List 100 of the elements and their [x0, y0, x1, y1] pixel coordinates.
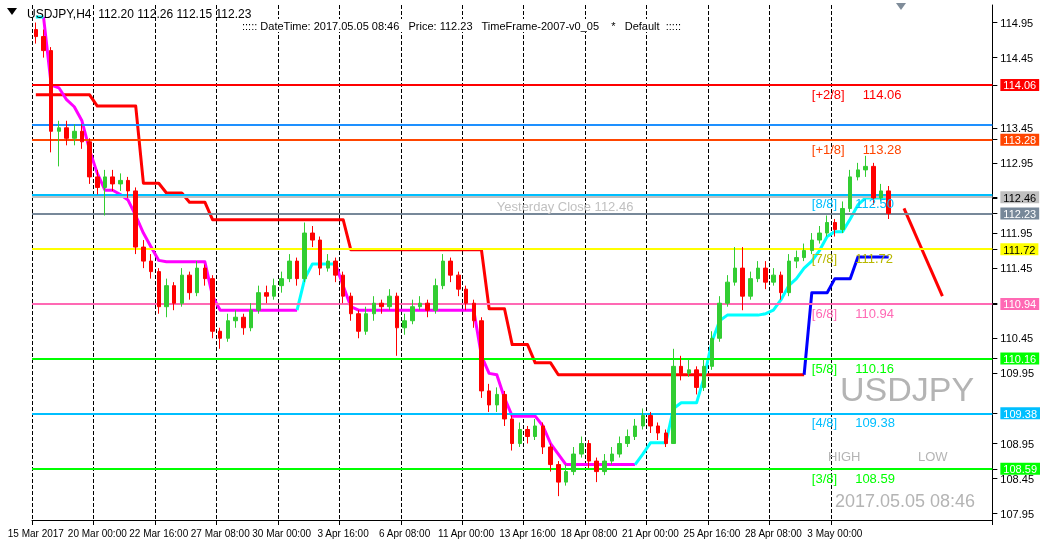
y-tick-label: 114.95: [1000, 16, 1034, 29]
x-tick-label: 11 Apr 00:00: [438, 527, 495, 539]
x-tick-label: 22 Mar 16:00: [129, 527, 189, 539]
candlestick: [594, 457, 599, 483]
candlestick: [418, 295, 422, 311]
candlestick: [587, 439, 591, 469]
candlestick: [103, 169, 107, 216]
candlestick: [249, 302, 253, 332]
candlestick: [433, 278, 438, 315]
x-tick-label: 27 Mar 08:00: [190, 527, 251, 539]
y-tick-label: 108.59: [1003, 463, 1038, 476]
candlestick: [395, 292, 399, 357]
candlestick: [302, 222, 307, 283]
y-tick-label: 111.45: [1000, 262, 1033, 275]
candlestick: [548, 443, 553, 473]
candlestick: [448, 257, 453, 283]
y-tick-label: 109.95: [1000, 367, 1035, 380]
candlestick: [410, 299, 415, 325]
y-tick-label: 114.06: [1003, 79, 1037, 92]
candlestick: [95, 169, 100, 195]
candlestick: [456, 271, 461, 297]
candlestick: [533, 418, 537, 441]
candlestick: [379, 299, 384, 315]
ref-line-label: Yesterday Close 112.46: [496, 199, 634, 215]
candlestick: [72, 123, 77, 146]
ref-line-label: [3/8] 108.59: [811, 470, 895, 486]
ref-line-label: [4/8] 109.38: [811, 415, 895, 431]
candlestick: [840, 200, 845, 234]
candlestick: [264, 285, 269, 304]
candlestick: [387, 288, 392, 311]
candlestick: [518, 421, 522, 448]
candlestick: [118, 172, 123, 192]
candlestick: [610, 446, 614, 466]
candlestick: [571, 446, 576, 476]
candlestick: [57, 120, 61, 167]
candlestick: [210, 274, 215, 339]
candlestick: [318, 236, 322, 276]
x-tick-label: 3 Apr 16:00: [317, 527, 370, 539]
candlestick: [556, 460, 561, 497]
candlestick: [172, 281, 176, 311]
candlestick: [126, 176, 130, 199]
candlestick: [802, 243, 806, 262]
candlestick: [110, 169, 115, 192]
y-tick-label: 113.45: [1000, 121, 1034, 134]
candlestick: [617, 436, 622, 459]
candlestick: [702, 358, 706, 392]
candlestick: [510, 414, 514, 452]
y-tick-label: 111.72: [1003, 243, 1036, 256]
candlestick: [633, 418, 637, 441]
y-tick-label: 108.95: [1000, 437, 1035, 450]
y-tick-label: 110.45: [1000, 332, 1034, 345]
candlestick: [41, 29, 46, 59]
candlestick: [241, 313, 246, 336]
candlestick: [810, 232, 814, 255]
annotation: HIGH: [828, 449, 861, 464]
y-tick-label: 114.45: [1000, 51, 1034, 64]
candlestick: [579, 436, 584, 459]
candlestick: [34, 22, 38, 45]
candlestick: [157, 267, 161, 315]
candlestick: [233, 309, 238, 329]
y-tick-label: 110.16: [1003, 353, 1037, 366]
candlestick: [656, 421, 660, 441]
candlestick: [87, 137, 92, 185]
candlestick: [441, 253, 445, 290]
x-tick-label: 25 Apr 16:00: [683, 527, 741, 539]
x-tick-label: 20 Mar 00:00: [67, 527, 128, 539]
candlestick: [180, 267, 184, 308]
candlestick: [195, 260, 199, 297]
candlestick: [187, 271, 192, 301]
y-tick-label: 107.95: [1000, 507, 1035, 520]
candlestick: [825, 214, 829, 238]
candlestick: [464, 285, 468, 311]
candlestick: [740, 246, 745, 311]
candlestick: [664, 428, 668, 448]
candlestick: [687, 358, 691, 378]
y-tick-label: 111.95: [1000, 227, 1033, 240]
candlestick: [817, 225, 822, 245]
annotation: 2017.05.05 08:46: [835, 491, 976, 511]
candlestick: [472, 299, 476, 329]
chart-title: USDJPY,H4 112.20 112.26 112.15 112.23: [27, 7, 252, 21]
candlestick: [733, 246, 737, 287]
x-tick-label: 28 Apr 08:00: [745, 527, 803, 539]
candlestick: [349, 292, 353, 322]
candlestick: [710, 330, 714, 371]
candlestick: [279, 271, 284, 294]
x-tick-label: 6 Apr 08:00: [379, 527, 431, 539]
candlestick: [725, 274, 730, 308]
candlestick: [495, 386, 499, 413]
candlestick: [256, 285, 261, 315]
candlestick: [226, 313, 230, 343]
candlestick: [641, 407, 645, 430]
candlestick: [295, 257, 299, 287]
candlestick: [717, 295, 722, 343]
x-tick-label: 30 Mar 00:00: [252, 527, 312, 539]
candlestick: [541, 421, 545, 455]
candlestick: [425, 299, 430, 318]
annotation: LOW: [918, 449, 949, 464]
candlestick: [164, 278, 169, 318]
x-tick-label: 18 Apr 08:00: [560, 527, 618, 539]
candlestick: [863, 155, 868, 178]
